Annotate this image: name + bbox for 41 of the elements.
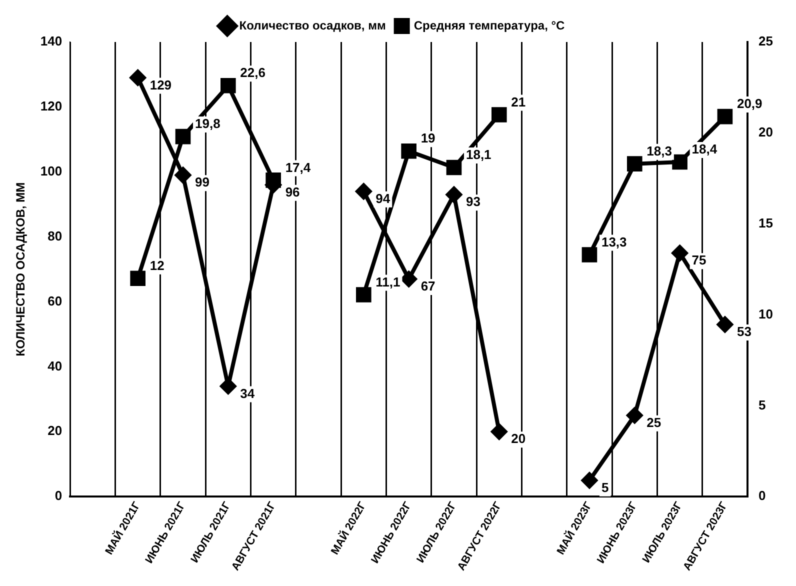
data-label: 20,9 — [736, 96, 762, 112]
y2-tick-label: 15 — [758, 215, 774, 230]
data-label: 19 — [420, 130, 436, 146]
y-tick-label: 20 — [48, 423, 62, 438]
data-label: 18,1 — [466, 147, 492, 162]
legend-label: Средняя температура, °C — [414, 18, 566, 32]
y-tick-label: 100 — [40, 163, 62, 178]
data-label: 13,3 — [601, 234, 627, 250]
data-label: 67 — [420, 278, 436, 294]
y2-tick-label: 25 — [758, 34, 774, 49]
y2-tick-label: 0 — [758, 488, 766, 504]
y2-tick-label: 20 — [758, 124, 774, 140]
data-label: 129 — [150, 77, 172, 92]
legend-label: Количество осадков, мм — [239, 18, 386, 32]
y-tick-label: 40 — [48, 358, 62, 374]
data-label: 22,6 — [240, 65, 266, 80]
y2-tick-label: 5 — [758, 397, 766, 412]
data-label: 18,4 — [692, 142, 718, 157]
y-axis-title: КОЛИЧЕСТВО ОСАДКОВ, ММ — [14, 182, 28, 356]
data-label: 94 — [376, 190, 391, 206]
data-label: 21 — [511, 94, 526, 110]
data-label: 19,8 — [195, 116, 220, 132]
data-label: 11,1 — [376, 274, 400, 290]
y-tick-label: 120 — [40, 98, 62, 114]
y-tick-label: 0 — [54, 488, 62, 504]
y-tick-label: 140 — [40, 34, 62, 49]
y-tick-label: 60 — [48, 293, 62, 308]
data-label: 25 — [646, 415, 662, 430]
y2-tick-label: 10 — [758, 306, 774, 322]
data-label: 99 — [195, 174, 210, 190]
data-label: 12 — [150, 258, 164, 273]
data-label: 17,4 — [285, 160, 312, 175]
data-label: 34 — [240, 386, 256, 401]
data-label: 18,3 — [646, 143, 672, 158]
data-label: 96 — [285, 184, 300, 200]
data-label: 20 — [511, 431, 526, 446]
data-label: 93 — [466, 194, 480, 210]
y-tick-label: 80 — [48, 228, 62, 244]
data-label: 5 — [601, 480, 609, 495]
data-label: 53 — [736, 324, 752, 340]
data-label: 75 — [692, 252, 706, 268]
